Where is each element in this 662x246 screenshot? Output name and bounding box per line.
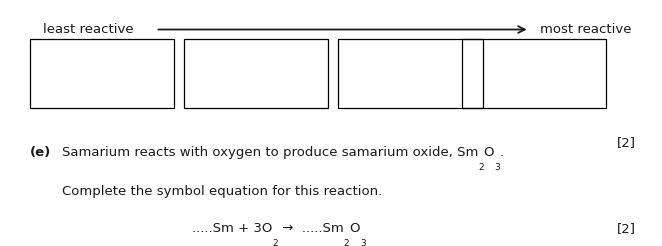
Text: most reactive: most reactive [540, 23, 631, 36]
Bar [462, 39, 606, 108]
Text: O: O [483, 146, 494, 159]
Text: Complete the symbol equation for this reaction.: Complete the symbol equation for this re… [62, 185, 382, 198]
Text: .: . [500, 146, 504, 159]
Text: 3: 3 [494, 163, 500, 172]
Text: O: O [350, 222, 360, 235]
Text: [2]: [2] [616, 222, 636, 235]
Text: [2]: [2] [616, 136, 636, 149]
Text: Samarium reacts with oxygen to produce samarium oxide, Sm: Samarium reacts with oxygen to produce s… [62, 146, 478, 159]
Text: 2: 2 [272, 239, 278, 246]
Text: →  .....Sm: → .....Sm [278, 222, 344, 235]
Text: .....Sm + 3O: .....Sm + 3O [192, 222, 272, 235]
Bar [30, 39, 174, 108]
Text: 3: 3 [360, 239, 365, 246]
Text: 2: 2 [344, 239, 350, 246]
Text: (e): (e) [30, 146, 51, 159]
Text: 2: 2 [478, 163, 483, 172]
Bar [184, 39, 328, 108]
Text: least reactive: least reactive [43, 23, 134, 36]
Bar [338, 39, 483, 108]
